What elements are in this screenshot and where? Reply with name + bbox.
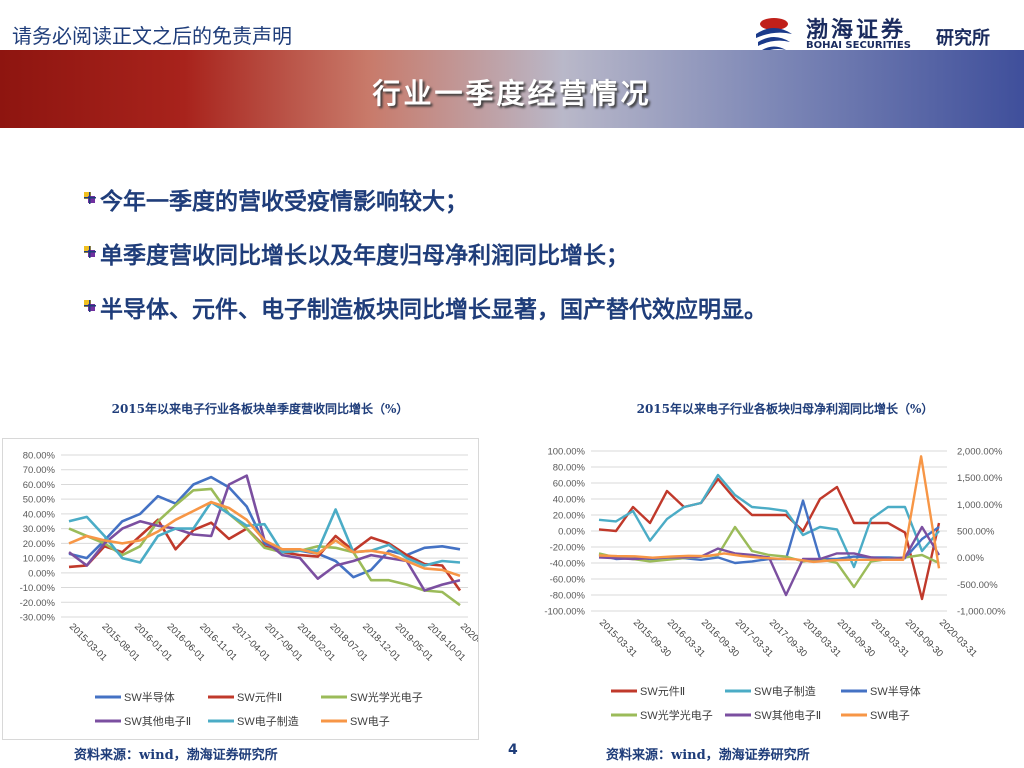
chart2-series-line xyxy=(598,473,940,569)
chart2-y-left-tick-label: 100.00% xyxy=(547,447,585,458)
chart1-y-tick-label: 0.00% xyxy=(28,568,55,579)
chart2-legend-label: SW光学光电子 xyxy=(640,708,713,722)
chart2-y-right-tick-label: 500.00% xyxy=(957,527,995,538)
chart1-series-line xyxy=(68,500,461,578)
chart1-y-tick-label: 40.00% xyxy=(23,509,56,520)
page-number: 4 xyxy=(508,742,518,758)
slide-title: 行业一季度经营情况 xyxy=(372,77,652,110)
chart1-legend-label: SW半导体 xyxy=(124,690,175,704)
chart2-y-left-tick-label: -60.00% xyxy=(550,575,586,586)
chart2-series-line xyxy=(598,499,940,565)
logo-name-cn: 渤海证券 xyxy=(806,18,907,43)
chart2-y-left-tick-label: 80.00% xyxy=(553,463,586,474)
bullet-icon xyxy=(84,300,96,312)
chart2-y-left-tick-label: -40.00% xyxy=(550,559,586,570)
chart1-y-tick-label: 30.00% xyxy=(23,524,56,535)
chart1-title: 2015年以来电子行业各板块单季度营收同比增长（%） xyxy=(111,402,409,416)
chart2-legend-label: SW半导体 xyxy=(870,684,921,698)
source-note-right: 资料来源：wind，渤海证券研究所 xyxy=(606,748,810,763)
bullet-text: 今年一季度的营收受疫情影响较大； xyxy=(100,189,468,215)
chart1-series-line xyxy=(68,475,461,579)
chart1-y-tick-label: -10.00% xyxy=(20,583,56,594)
chart2-y-left-tick-label: 0.00% xyxy=(558,527,585,538)
chart1-y-tick-label: 10.00% xyxy=(23,554,56,565)
bullet-icon xyxy=(84,246,96,258)
bullet-text: 单季度营收同比增长以及年度归母净利润同比增长； xyxy=(100,243,629,269)
chart1-legend-label: SW电子制造 xyxy=(237,714,299,728)
bullet-text: 半导体、元件、电子制造板块同比增长显著，国产替代效应明显。 xyxy=(100,297,767,323)
chart2-legend-label: SW电子 xyxy=(870,709,910,722)
chart2-container: 100.00% 80.00% 60.00% 40.00% 20.00% 0.00% -20.… xyxy=(528,438,1024,740)
chart2-y-right-tick-label: 1,500.00% xyxy=(957,473,1003,484)
logo-department: 研究所 xyxy=(936,28,990,49)
chart1-series-line xyxy=(68,487,461,607)
chart2-y-right-tick-label: 1,000.00% xyxy=(957,500,1003,511)
chart2-y-left-tick-label: 60.00% xyxy=(553,479,586,490)
chart1-y-tick-label: -30.00% xyxy=(20,613,56,624)
disclaimer-text: 请务必阅读正文之后的免责声明 xyxy=(12,24,292,48)
chart2-y-left-tick-label: -20.00% xyxy=(550,543,586,554)
chart2-title: 2015年以来电子行业各板块归母净利润同比增长（%） xyxy=(636,402,934,416)
chart1-y-tick-label: 80.00% xyxy=(23,451,56,462)
chart1-legend-label: SW光学光电子 xyxy=(350,690,423,704)
chart2-y-right-tick-label: -500.00% xyxy=(957,580,998,591)
chart2-y-left-tick-label: 40.00% xyxy=(553,495,586,506)
chart1-y-tick-label: 50.00% xyxy=(23,495,56,506)
chart1-y-tick-label: -20.00% xyxy=(20,598,56,609)
bullet-icon xyxy=(84,192,96,204)
chart2-svg: 100.00% 80.00% 60.00% 40.00% 20.00% 0.00% -20.… xyxy=(544,447,1006,723)
chart2-y-left-tick-label: 20.00% xyxy=(553,511,586,522)
chart2-legend-label: SW元件Ⅱ xyxy=(640,685,685,698)
chart1-container: 80.00% 70.00% 60.00% 50.00% 40.00% 30.00% 20.0… xyxy=(2,438,500,740)
chart2-y-left-tick-label: -100.00% xyxy=(544,607,585,618)
chart2-y-left-tick-label: -80.00% xyxy=(550,591,586,602)
chart2-y-right-tick-label: -1,000.00% xyxy=(957,607,1006,618)
bohai-emblem-icon xyxy=(756,18,792,53)
chart1-y-tick-label: 20.00% xyxy=(23,539,56,550)
bohai-securities-logo: 渤海证券 BOHAI SECURITIES 研究所 xyxy=(752,10,1012,55)
chart1-svg: 80.00% 70.00% 60.00% 50.00% 40.00% 30.00% 20.0… xyxy=(20,451,500,729)
chart1-legend-label: SW元件Ⅱ xyxy=(237,691,282,704)
source-note-left: 资料来源：wind，渤海证券研究所 xyxy=(74,748,278,763)
chart2-y-right-tick-label: 2,000.00% xyxy=(957,447,1003,458)
chart2-y-right-tick-label: 0.00% xyxy=(957,553,984,564)
chart2-legend-label: SW电子制造 xyxy=(754,684,816,698)
chart2-legend-label: SW其他电子Ⅱ xyxy=(754,709,821,722)
chart1-legend-label: SW电子 xyxy=(350,715,390,728)
logo-name-en: BOHAI SECURITIES xyxy=(806,40,911,51)
title-banner: 行业一季度经营情况 xyxy=(0,50,1024,128)
chart2-series-line xyxy=(598,455,941,569)
chart1-y-tick-label: 70.00% xyxy=(23,465,56,476)
chart1-legend-label: SW其他电子Ⅱ xyxy=(124,715,191,728)
chart1-y-tick-label: 60.00% xyxy=(23,480,56,491)
chart1-series-line xyxy=(68,500,461,567)
chart2-series-line xyxy=(598,477,941,601)
